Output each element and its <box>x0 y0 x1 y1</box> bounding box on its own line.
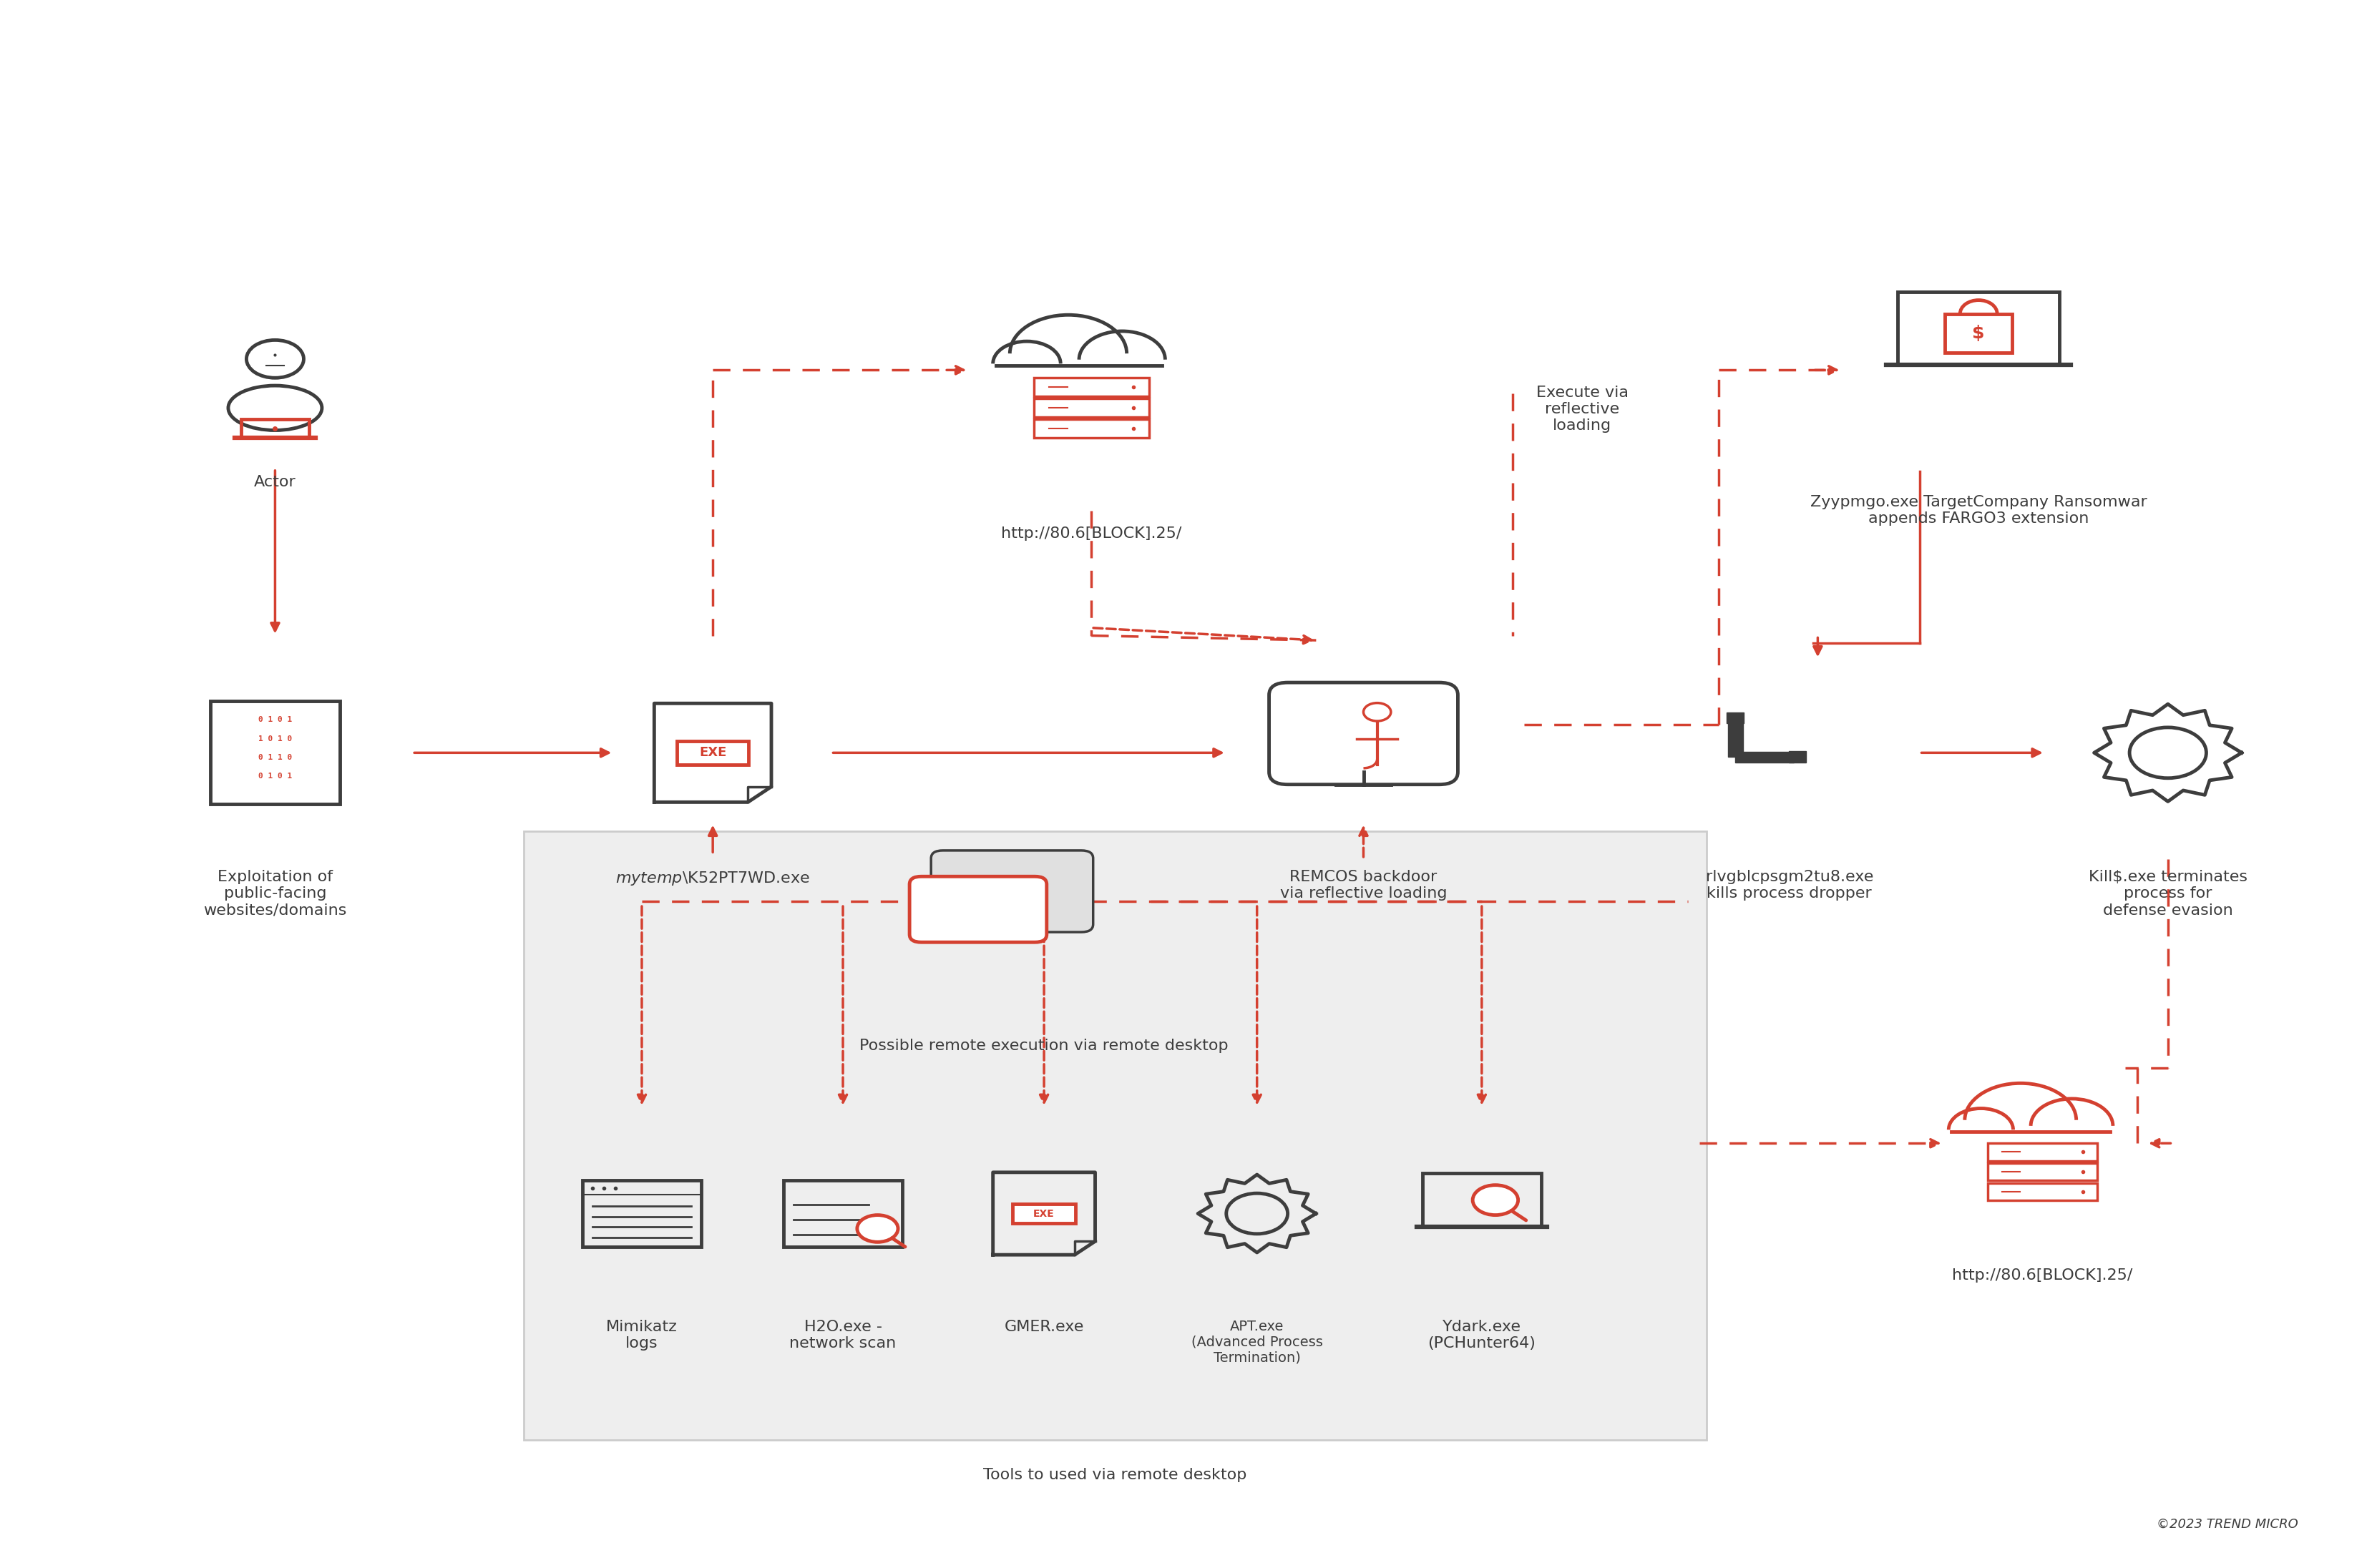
FancyBboxPatch shape <box>1736 753 1793 762</box>
Text: ©2023 TREND MICRO: ©2023 TREND MICRO <box>2156 1518 2298 1530</box>
FancyBboxPatch shape <box>908 877 1046 942</box>
Text: $mytemp$\K52PT7WD.exe: $mytemp$\K52PT7WD.exe <box>614 870 811 887</box>
Text: EXE: EXE <box>700 746 726 759</box>
Text: Possible remote execution via remote desktop: Possible remote execution via remote des… <box>859 1038 1229 1054</box>
FancyBboxPatch shape <box>676 740 750 765</box>
Text: Tools to used via remote desktop: Tools to used via remote desktop <box>984 1468 1248 1482</box>
Text: Execute via
reflective
loading: Execute via reflective loading <box>1537 386 1630 433</box>
Text: Ydark.exe
(PCHunter64): Ydark.exe (PCHunter64) <box>1428 1320 1535 1350</box>
Text: 0 1 0 1: 0 1 0 1 <box>259 773 292 779</box>
FancyBboxPatch shape <box>1727 712 1743 723</box>
Text: 0 1 0 1: 0 1 0 1 <box>259 717 292 723</box>
Text: REMCOS backdoor
via reflective loading: REMCOS backdoor via reflective loading <box>1281 870 1447 900</box>
Text: Zyypmgo.exe TargetCompany Ransomwar
appends FARGO3 extension: Zyypmgo.exe TargetCompany Ransomwar appe… <box>1810 495 2147 525</box>
Text: APT.exe
(Advanced Process
Termination): APT.exe (Advanced Process Termination) <box>1191 1320 1324 1364</box>
Text: rlvgblcpsgm2tu8.exe
kills process dropper: rlvgblcpsgm2tu8.exe kills process droppe… <box>1705 870 1874 900</box>
Text: http://80.6[BLOCK].25/: http://80.6[BLOCK].25/ <box>1952 1269 2132 1283</box>
Text: EXE: EXE <box>1034 1209 1056 1218</box>
Text: Mimikatz
logs: Mimikatz logs <box>607 1320 678 1350</box>
Text: H2O.exe -
network scan: H2O.exe - network scan <box>790 1320 897 1350</box>
Text: Actor: Actor <box>254 475 296 489</box>
FancyBboxPatch shape <box>524 831 1705 1439</box>
FancyBboxPatch shape <box>1788 751 1805 762</box>
Text: 0 1 1 0: 0 1 1 0 <box>259 754 292 760</box>
FancyBboxPatch shape <box>932 850 1093 931</box>
Text: 1 0 1 0: 1 0 1 0 <box>259 735 292 742</box>
Text: Kill$.exe terminates
process for
defense evasion: Kill$.exe terminates process for defense… <box>2087 870 2246 917</box>
Circle shape <box>856 1215 899 1242</box>
Text: $: $ <box>1974 325 1985 342</box>
Text: Exploitation of
public-facing
websites/domains: Exploitation of public-facing websites/d… <box>204 870 346 917</box>
Circle shape <box>1473 1185 1518 1215</box>
Text: http://80.6[BLOCK].25/: http://80.6[BLOCK].25/ <box>1001 527 1181 541</box>
Text: GMER.exe: GMER.exe <box>1003 1320 1084 1334</box>
FancyBboxPatch shape <box>1727 720 1743 757</box>
FancyBboxPatch shape <box>1013 1204 1075 1223</box>
